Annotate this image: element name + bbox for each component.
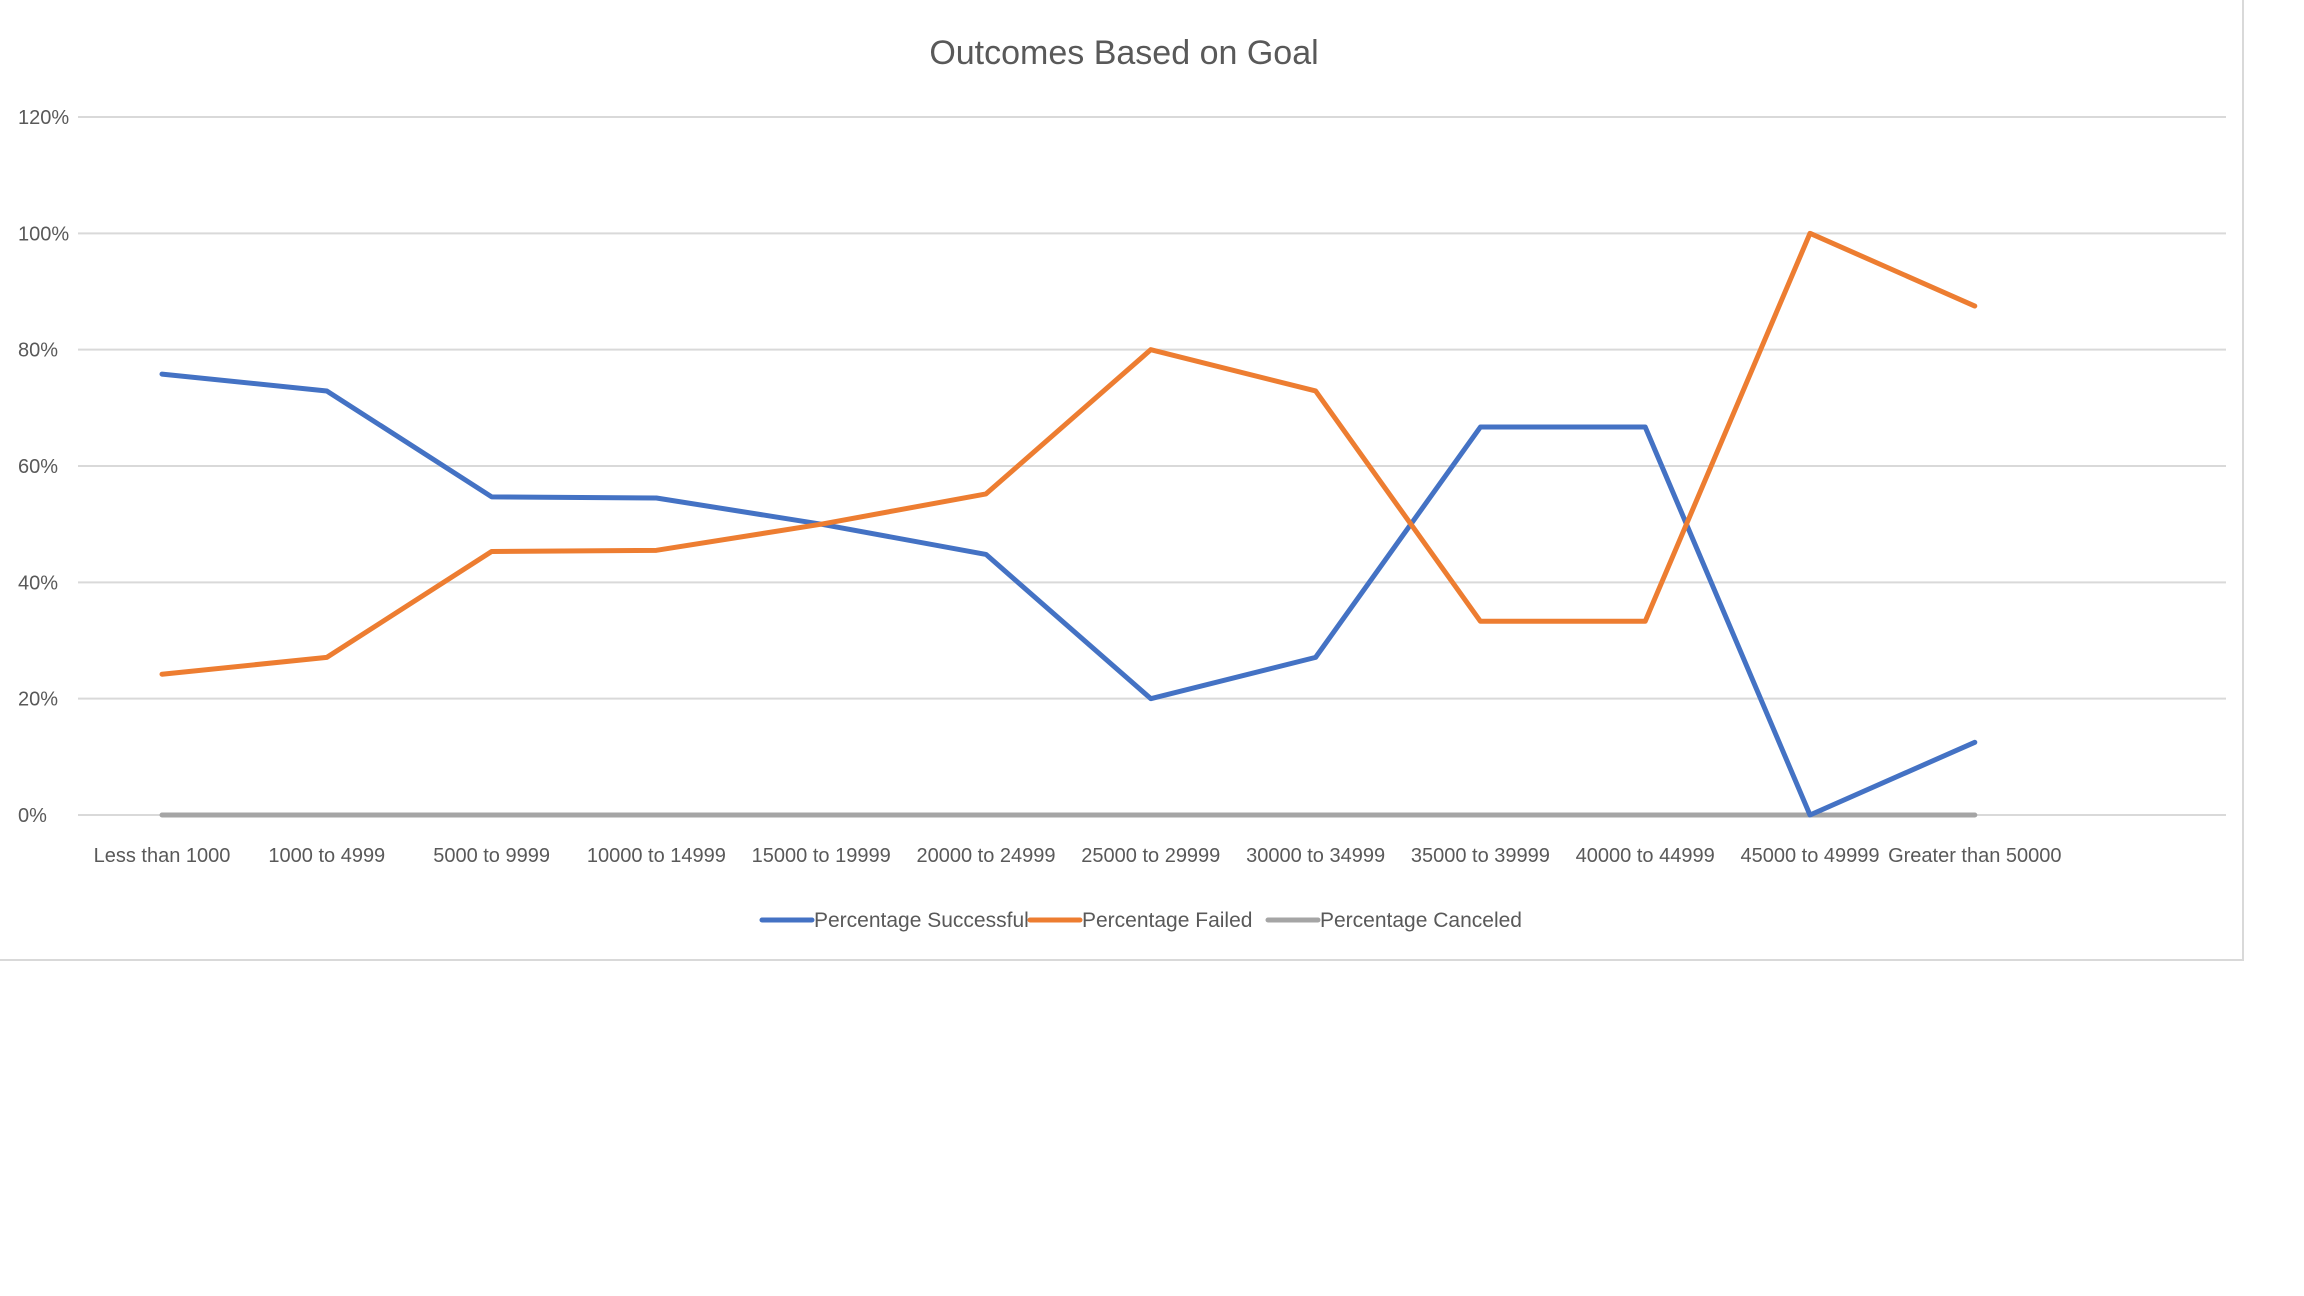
x-tick-label: 10000 to 14999 <box>587 845 726 867</box>
line-chart: Outcomes Based on Goal 0% 20% 40% 60% 80% 100… <box>18 34 2226 932</box>
series-lines <box>159 230 1978 818</box>
y-tick-label: 0% <box>18 805 47 827</box>
chart-title: Outcomes Based on Goal <box>929 34 1318 72</box>
y-axis-labels: 0% 20% 40% 60% 80% 100% 120% <box>18 107 69 827</box>
series-line <box>159 371 1978 818</box>
x-tick-label: Less than 1000 <box>94 845 231 867</box>
x-tick-label: 35000 to 39999 <box>1411 845 1550 867</box>
series-line <box>159 230 1978 677</box>
legend-label: Percentage Failed <box>1082 909 1252 932</box>
y-tick-label: 120% <box>18 107 69 129</box>
x-tick-label: 1000 to 4999 <box>268 845 385 867</box>
y-tick-label: 80% <box>18 340 58 362</box>
x-tick-label: 15000 to 19999 <box>752 845 891 867</box>
x-tick-label: 40000 to 44999 <box>1576 845 1715 867</box>
x-tick-label: 20000 to 24999 <box>916 845 1055 867</box>
x-tick-label: 25000 to 29999 <box>1081 845 1220 867</box>
x-tick-label: 45000 to 49999 <box>1740 845 1879 867</box>
x-tick-label: Greater than 50000 <box>1888 845 2061 867</box>
y-tick-label: 20% <box>18 689 58 711</box>
legend: Percentage Successful Percentage Failed Pe… <box>759 909 1522 932</box>
x-tick-label: 5000 to 9999 <box>433 845 550 867</box>
y-tick-label: 100% <box>18 223 69 245</box>
gridlines <box>78 116 2226 816</box>
legend-label: Percentage Canceled <box>1320 909 1522 932</box>
y-tick-label: 40% <box>18 572 58 594</box>
y-tick-label: 60% <box>18 456 58 478</box>
legend-label: Percentage Successful <box>814 909 1029 932</box>
x-axis-labels: Less than 1000 1000 to 4999 5000 to 9999 10… <box>94 845 2062 867</box>
x-tick-label: 30000 to 34999 <box>1246 845 1385 867</box>
chart-frame: Outcomes Based on Goal 0% 20% 40% 60% 80% 100… <box>0 0 2244 961</box>
